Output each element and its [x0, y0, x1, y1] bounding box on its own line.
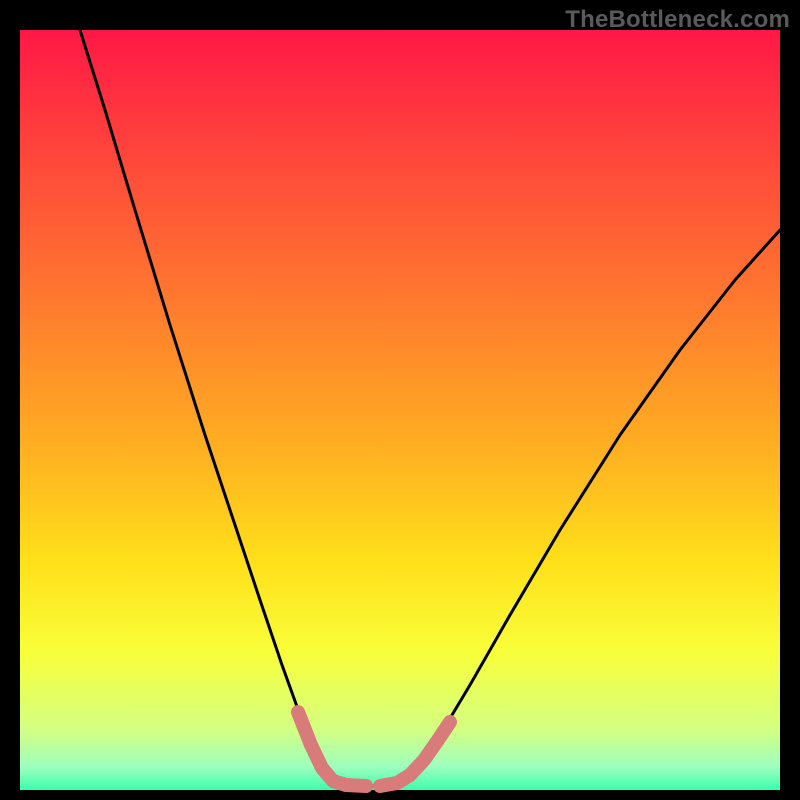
- plot-area: [20, 30, 780, 790]
- bottleneck-curve: [80, 30, 780, 786]
- curve-layer: [20, 30, 780, 790]
- highlight-right: [380, 722, 450, 786]
- highlight-left: [298, 712, 366, 786]
- figure-canvas: TheBottleneck.com: [0, 0, 800, 800]
